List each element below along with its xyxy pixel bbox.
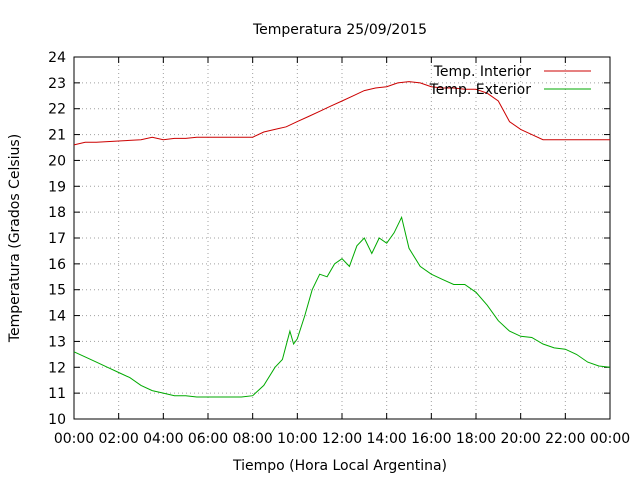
legend-label-exterior: Temp. Exterior <box>429 82 532 98</box>
x-tick-label: 08:00 <box>232 431 272 447</box>
y-axis-label: Temperatura (Grados Celsius) <box>7 134 23 343</box>
y-tick-label: 14 <box>48 309 66 325</box>
x-tick-label: 20:00 <box>500 431 540 447</box>
y-tick-label: 18 <box>48 205 66 221</box>
x-tick-label: 18:00 <box>456 431 496 447</box>
x-tick-label: 22:00 <box>545 431 585 447</box>
y-tick-label: 15 <box>48 283 66 299</box>
x-tick-label: 12:00 <box>322 431 362 447</box>
y-tick-label: 22 <box>48 102 66 118</box>
x-tick-label: 00:00 <box>54 431 94 447</box>
x-tick-labels: 00:00 02:00 04:00 06:00 08:00 10:00 12:00 14:00… <box>54 431 630 447</box>
x-tick-label: 02:00 <box>98 431 138 447</box>
legend-label-interior: Temp. Interior <box>433 64 532 80</box>
x-tick-label: 16:00 <box>411 431 451 447</box>
series-line-exterior <box>73 215 611 398</box>
y-tick-label: 10 <box>48 412 66 428</box>
x-axis-label: Tiempo (Hora Local Argentina) <box>232 458 447 474</box>
x-tick-label: 00:00 <box>590 431 630 447</box>
series-lines <box>73 81 611 398</box>
y-tick-label: 17 <box>48 231 66 247</box>
y-tick-label: 24 <box>48 50 66 66</box>
y-tick-label: 23 <box>48 76 66 92</box>
x-tick-label: 06:00 <box>188 431 228 447</box>
y-tick-label: 21 <box>48 128 66 144</box>
y-tick-label: 11 <box>48 386 66 402</box>
x-tick-label: 04:00 <box>143 431 183 447</box>
axis-ticks <box>73 56 611 420</box>
y-tick-label: 13 <box>48 334 66 350</box>
grid-lines <box>74 57 610 419</box>
y-tick-label: 12 <box>48 360 66 376</box>
y-tick-label: 16 <box>48 257 66 273</box>
x-tick-label: 14:00 <box>366 431 406 447</box>
chart-title: Temperatura 25/09/2015 <box>252 22 427 38</box>
x-tick-label: 10:00 <box>277 431 317 447</box>
series-line-interior <box>73 81 610 146</box>
legend: Temp. Interior Temp. Exterior <box>429 64 591 98</box>
y-tick-label: 20 <box>48 153 66 169</box>
y-tick-labels: 10 11 12 13 14 15 16 17 18 19 20 21 22 23 24 <box>48 50 66 428</box>
y-tick-label: 19 <box>48 179 66 195</box>
